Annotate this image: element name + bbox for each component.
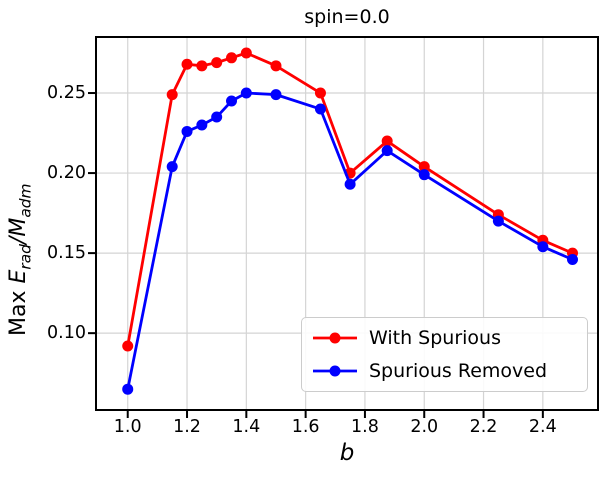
data-point-with-spurious xyxy=(122,340,134,352)
data-point-spurious-removed xyxy=(492,215,504,227)
y-tick-label: 0.15 xyxy=(47,242,86,263)
data-point-spurious-removed xyxy=(381,145,393,157)
y-tick-label: 0.25 xyxy=(47,82,86,103)
data-point-with-spurious xyxy=(181,58,193,70)
legend-line-sample-icon xyxy=(313,365,357,377)
data-point-spurious-removed xyxy=(181,125,193,137)
x-tick-label: 1.4 xyxy=(232,417,261,437)
data-point-spurious-removed xyxy=(196,119,208,131)
x-tick-label: 1.0 xyxy=(113,417,142,437)
axes-spines xyxy=(95,36,599,411)
data-point-spurious-removed xyxy=(270,89,282,101)
x-tick-label: 2.2 xyxy=(469,417,498,437)
data-point-spurious-removed xyxy=(314,103,326,115)
data-point-with-spurious xyxy=(226,52,238,64)
x-tick-label: 2.4 xyxy=(528,417,557,437)
y-axis-label-E: E xyxy=(6,269,31,284)
data-point-spurious-removed xyxy=(418,169,430,181)
x-tick-label: 1.8 xyxy=(351,417,379,437)
x-tick-label: 1.6 xyxy=(291,417,320,437)
y-tick-label: 0.10 xyxy=(47,322,86,343)
data-point-spurious-removed xyxy=(211,111,223,123)
legend: With Spurious Spurious Removed xyxy=(301,317,588,392)
data-point-spurious-removed xyxy=(122,383,134,395)
series-line-with-spurious xyxy=(126,51,574,347)
data-point-spurious-removed xyxy=(240,87,252,99)
y-tick-label: 0.20 xyxy=(47,162,86,183)
legend-label: Spurious Removed xyxy=(369,360,548,383)
data-point-spurious-removed xyxy=(166,161,178,173)
x-tick-label: 1.2 xyxy=(173,417,201,437)
data-point-with-spurious xyxy=(240,47,252,59)
x-axis-label: b xyxy=(339,440,355,466)
data-point-with-spurious xyxy=(314,87,326,99)
data-point-with-spurious xyxy=(196,60,208,72)
data-point-spurious-removed xyxy=(566,254,578,266)
data-point-spurious-removed xyxy=(344,178,356,190)
legend-label: With Spurious xyxy=(369,326,501,349)
y-axis-label-M: M xyxy=(6,217,31,237)
legend-line-sample-icon xyxy=(313,332,357,344)
data-point-spurious-removed xyxy=(537,241,549,253)
data-point-with-spurious xyxy=(211,57,223,69)
y-axis-label-M-sub: adm xyxy=(16,183,35,218)
chart-title: spin=0.0 xyxy=(304,6,390,28)
data-point-spurious-removed xyxy=(226,95,238,107)
data-point-with-spurious xyxy=(381,135,393,147)
legend-item-spurious-removed: Spurious Removed xyxy=(311,355,581,389)
data-point-with-spurious xyxy=(270,60,282,72)
legend-item-with-spurious: With Spurious xyxy=(311,321,581,355)
data-point-with-spurious xyxy=(418,161,430,173)
x-tick-label: 2.0 xyxy=(410,417,439,437)
data-point-with-spurious xyxy=(166,89,178,101)
